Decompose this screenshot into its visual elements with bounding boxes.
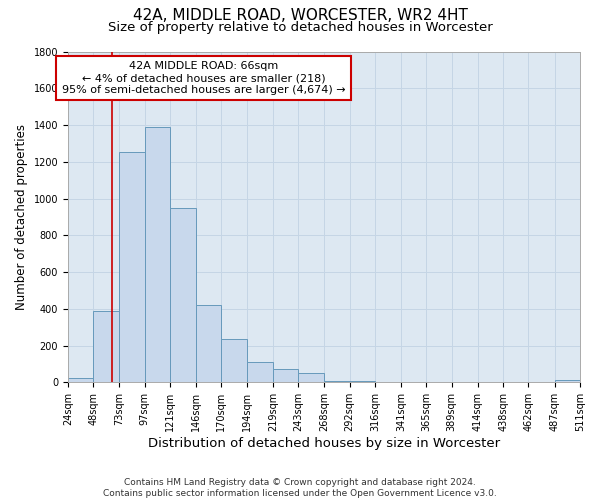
Bar <box>196 305 221 382</box>
Bar <box>93 310 119 382</box>
Bar <box>145 127 170 382</box>
Text: 42A MIDDLE ROAD: 66sqm
← 4% of detached houses are smaller (218)
95% of semi-det: 42A MIDDLE ROAD: 66sqm ← 4% of detached … <box>62 62 346 94</box>
Bar <box>555 380 580 382</box>
Y-axis label: Number of detached properties: Number of detached properties <box>15 124 28 310</box>
Text: 42A, MIDDLE ROAD, WORCESTER, WR2 4HT: 42A, MIDDLE ROAD, WORCESTER, WR2 4HT <box>133 8 467 22</box>
Text: Contains HM Land Registry data © Crown copyright and database right 2024.
Contai: Contains HM Land Registry data © Crown c… <box>103 478 497 498</box>
Bar <box>119 152 145 382</box>
Bar <box>298 373 325 382</box>
Bar <box>221 339 247 382</box>
Bar <box>170 208 196 382</box>
Text: Size of property relative to detached houses in Worcester: Size of property relative to detached ho… <box>107 22 493 35</box>
Bar <box>273 370 298 382</box>
Bar <box>247 362 273 382</box>
Bar <box>68 378 93 382</box>
Bar <box>325 380 350 382</box>
X-axis label: Distribution of detached houses by size in Worcester: Distribution of detached houses by size … <box>148 437 500 450</box>
